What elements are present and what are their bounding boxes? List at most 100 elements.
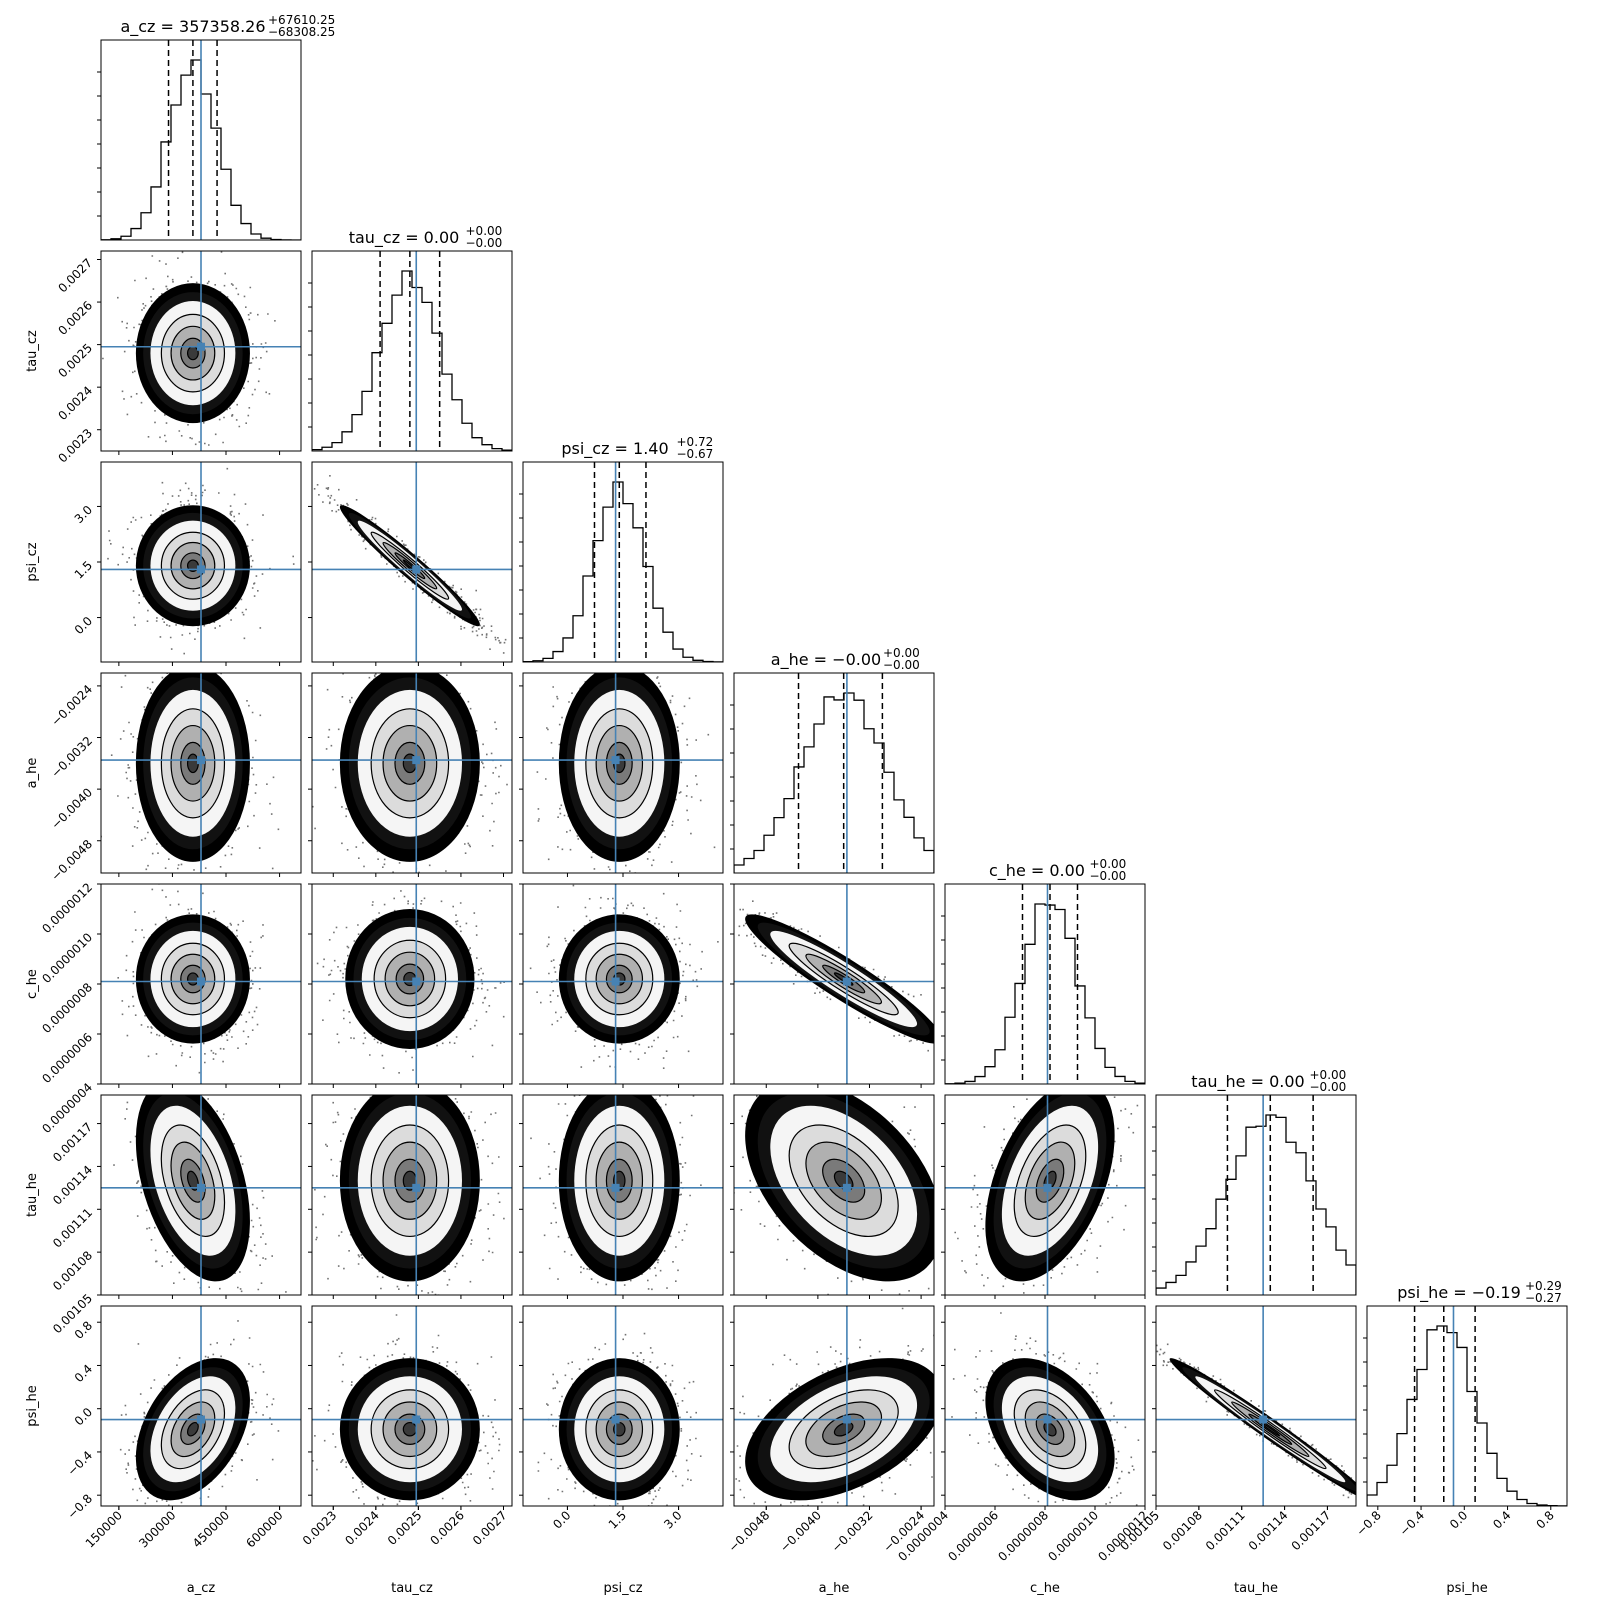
- panel-psi_cz-vs-tau_he: [519, 1094, 724, 1299]
- x-tick-label: 0.00108: [1160, 1508, 1205, 1553]
- histogram-a_cz: a_cz = 357358.26 +67610.25−68308.25: [97, 13, 335, 241]
- panel-a_cz-vs-a_he: [97, 672, 302, 877]
- y-tick-label: −0.4: [65, 1448, 96, 1479]
- x-tick-label: 0.0: [1447, 1508, 1470, 1531]
- title-err-minus: −0.00: [883, 658, 920, 672]
- y-tick-label: 0.0000008: [39, 980, 95, 1036]
- truth-marker: [412, 1415, 421, 1424]
- panel-a_cz-vs-psi_he: [97, 1305, 302, 1510]
- panel-frame: [733, 1094, 935, 1296]
- panel-a_he-vs-psi_he: [730, 1305, 935, 1510]
- truth-marker: [412, 756, 421, 765]
- y-tick-label: 0.0024: [56, 383, 96, 423]
- hist-steps: [945, 903, 1145, 1084]
- panel-c_he-vs-tau_he: [941, 1094, 1146, 1299]
- panel-frame: [311, 672, 513, 874]
- hist-steps: [734, 692, 934, 873]
- x-axis-label-c_he: c_he: [1030, 1581, 1060, 1596]
- y-tick-label: −0.0040: [48, 785, 95, 832]
- title-a_he: a_he = −0.00: [771, 650, 881, 670]
- x-tick-label: 0.0026: [427, 1508, 467, 1548]
- title-psi_cz: psi_cz = 1.40: [561, 439, 668, 459]
- x-tick-label: −0.8: [1353, 1508, 1384, 1539]
- panel-frame: [1366, 1305, 1568, 1507]
- x-tick-label: 0.0000008: [995, 1508, 1051, 1564]
- panel-tau_cz-vs-tau_he: [308, 1094, 513, 1299]
- x-tick-label: 0.0027: [470, 1508, 510, 1548]
- title-err-minus: −68308.25: [268, 25, 335, 39]
- truth-marker: [1259, 1415, 1268, 1424]
- truth-marker: [1043, 1183, 1052, 1192]
- x-tick-label: 0.0023: [300, 1508, 340, 1548]
- panel-a_he-vs-tau_he: [730, 1094, 935, 1299]
- panel-c_he-vs-psi_he: [941, 1305, 1146, 1510]
- panel-frame: [311, 1094, 513, 1296]
- panel-a_cz-vs-tau_cz: [97, 250, 302, 455]
- hist-steps: [1156, 1114, 1356, 1295]
- panel-frame: [733, 1305, 935, 1507]
- y-tick-label: 3.0: [72, 503, 95, 526]
- panel-frame: [100, 250, 302, 452]
- x-tick-label: −0.0040: [777, 1508, 824, 1555]
- y-axis-label-psi_cz: psi_cz: [25, 542, 40, 581]
- x-axis-label-psi_he: psi_he: [1446, 1581, 1487, 1596]
- truth-marker: [842, 1415, 851, 1424]
- panel-a_cz-vs-c_he: [97, 883, 302, 1088]
- title-err-plus: +67610.25: [268, 13, 335, 27]
- panel-a_he-vs-c_he: [730, 883, 935, 1088]
- truth-marker: [412, 977, 421, 986]
- x-axis-label-tau_he: tau_he: [1234, 1581, 1278, 1596]
- title-tau_cz: tau_cz = 0.00: [349, 228, 460, 248]
- truth-marker: [197, 342, 205, 351]
- x-tick-label: −0.0032: [829, 1508, 876, 1555]
- y-tick-label: 0.0000010: [39, 930, 95, 986]
- density-level: [186, 753, 199, 774]
- truth-marker: [842, 977, 851, 986]
- panel-frame: [1155, 1305, 1357, 1507]
- y-tick-label: −0.8: [65, 1491, 96, 1522]
- y-tick-label: 0.0023: [56, 426, 96, 466]
- density-level: [402, 1421, 418, 1437]
- hist-steps: [312, 270, 512, 451]
- histogram-tau_cz: tau_cz = 0.00 +0.00−0.00: [308, 224, 513, 452]
- histogram-psi_cz: psi_cz = 1.40 +0.72−0.67: [519, 435, 724, 663]
- title-tau_he: tau_he = 0.00: [1191, 1072, 1304, 1092]
- x-tick-label: 0.0000010: [1045, 1508, 1101, 1564]
- y-axis-label-psi_he: psi_he: [25, 1385, 40, 1426]
- panel-frame: [311, 1305, 513, 1507]
- truth-marker: [197, 1415, 205, 1424]
- panel-psi_cz-vs-psi_he: [519, 1305, 724, 1510]
- y-tick-label: 0.00114: [50, 1163, 95, 1208]
- x-tick-label: 1.5: [606, 1508, 629, 1531]
- x-tick-label: 600000: [243, 1508, 285, 1550]
- x-axis-label-tau_cz: tau_cz: [391, 1581, 433, 1596]
- title-err-minus: −0.00: [466, 236, 503, 250]
- panel-frame: [1155, 1094, 1357, 1296]
- truth-marker: [412, 1183, 421, 1192]
- density-level: [186, 345, 199, 361]
- truth-marker: [197, 756, 205, 765]
- hist-steps: [1367, 1325, 1567, 1506]
- truth-marker: [611, 1183, 620, 1192]
- panel-frame: [733, 672, 935, 874]
- x-tick-label: 0.00111: [1203, 1508, 1248, 1553]
- truth-marker: [842, 1183, 851, 1192]
- density-level: [186, 1170, 199, 1191]
- panel-frame: [100, 1094, 302, 1296]
- y-tick-label: 0.0025: [56, 341, 96, 381]
- panel-a_cz-vs-psi_cz: [97, 461, 302, 666]
- x-tick-label: 0.8: [1534, 1508, 1557, 1531]
- truth-marker: [197, 565, 205, 574]
- y-tick-label: 0.0: [72, 614, 95, 637]
- density-level: [186, 1421, 199, 1437]
- title-err-plus: +0.72: [677, 435, 714, 449]
- y-tick-label: 0.0026: [56, 298, 96, 338]
- panel-psi_cz-vs-a_he: [519, 672, 724, 877]
- x-tick-label: 150000: [83, 1508, 125, 1550]
- y-tick-label: 0.0000006: [39, 1030, 95, 1086]
- panel-frame: [100, 672, 302, 874]
- histogram-c_he: c_he = 0.00 +0.00−0.00: [941, 857, 1146, 1085]
- y-tick-label: 0.00108: [50, 1248, 95, 1293]
- y-tick-label: 0.0027: [56, 256, 96, 296]
